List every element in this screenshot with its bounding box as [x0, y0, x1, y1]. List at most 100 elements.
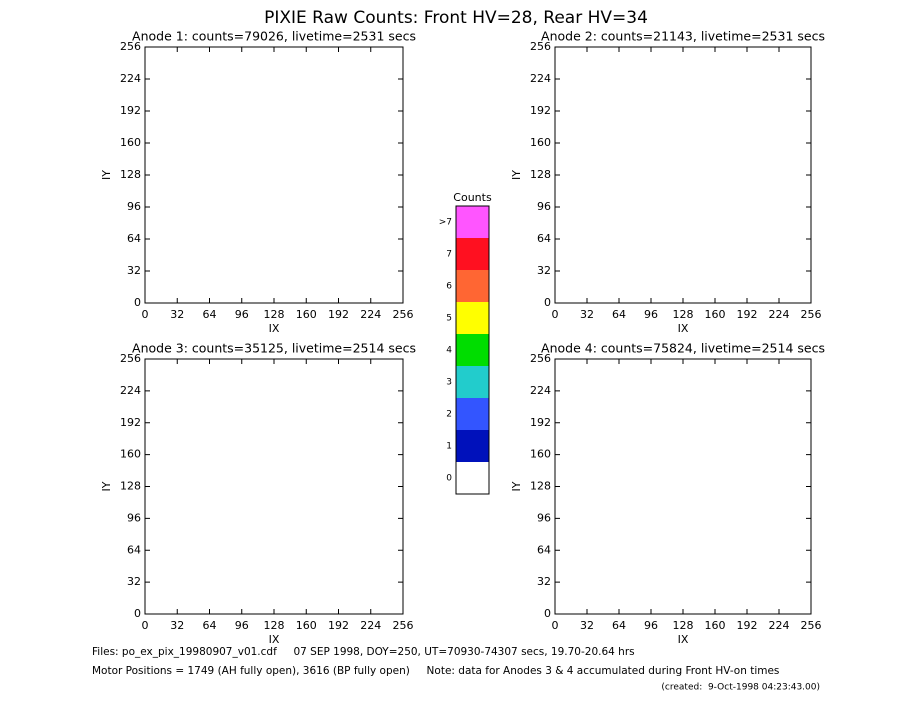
y-tick-label: 64 [127, 232, 141, 245]
x-tick-label: 128 [673, 308, 694, 321]
x-tick-label: 224 [360, 619, 381, 632]
colorbar-swatch [456, 462, 489, 494]
y-tick-label: 256 [120, 40, 141, 53]
y-tick-label: 160 [120, 448, 141, 461]
y-tick-label: 128 [120, 480, 141, 493]
colorbar-label: 3 [446, 378, 452, 388]
y-tick-label: 64 [537, 232, 551, 245]
x-tick-label: 256 [801, 308, 822, 321]
x-tick-label: 0 [552, 619, 559, 632]
colorbar-title: Counts [453, 191, 492, 204]
y-tick-label: 256 [530, 352, 551, 365]
colorbar-label: 2 [446, 410, 452, 420]
x-axis-label: IX [678, 633, 689, 646]
figure-title: PIXIE Raw Counts: Front HV=28, Rear HV=3… [264, 8, 648, 28]
created-note: (created: 9-Oct-1998 04:23:43.00) [661, 683, 820, 693]
plot-frame [554, 46, 812, 304]
colorbar-label: 4 [446, 346, 452, 356]
y-tick-label: 0 [544, 607, 551, 620]
x-axis-label: IX [678, 322, 689, 335]
panel-title: Anode 1: counts=79026, livetime=2531 sec… [132, 29, 416, 44]
panel-title: Anode 3: counts=35125, livetime=2514 sec… [132, 341, 416, 356]
x-tick-label: 256 [801, 619, 822, 632]
y-axis-label: IY [100, 481, 113, 491]
y-tick-label: 192 [530, 416, 551, 429]
x-tick-label: 0 [142, 308, 149, 321]
y-tick-label: 32 [127, 575, 141, 588]
plot-frame [554, 358, 812, 615]
x-tick-label: 256 [393, 308, 414, 321]
x-tick-label: 160 [705, 619, 726, 632]
y-tick-label: 96 [127, 511, 141, 524]
colorbar-label: 6 [446, 282, 452, 292]
x-tick-label: 192 [737, 308, 758, 321]
x-axis-label: IX [269, 633, 280, 646]
y-tick-label: 224 [120, 72, 141, 85]
y-tick-label: 224 [530, 384, 551, 397]
y-tick-label: 192 [120, 416, 141, 429]
x-tick-label: 224 [769, 619, 790, 632]
colorbar-label: 7 [446, 250, 452, 260]
colorbar-label: 5 [446, 314, 452, 324]
y-tick-label: 128 [530, 480, 551, 493]
x-tick-label: 32 [170, 619, 184, 632]
colorbar-swatch [456, 398, 489, 430]
colorbar-label: 0 [446, 474, 452, 484]
x-tick-label: 32 [580, 619, 594, 632]
colorbar-swatch [456, 206, 489, 238]
x-tick-label: 64 [612, 619, 626, 632]
y-tick-label: 0 [134, 607, 141, 620]
x-tick-label: 0 [552, 308, 559, 321]
panel-title: Anode 2: counts=21143, livetime=2531 sec… [541, 29, 825, 44]
files-note: Files: po_ex_pix_19980907_v01.cdf 07 SEP… [92, 646, 635, 658]
x-tick-label: 192 [328, 308, 349, 321]
x-tick-label: 96 [235, 308, 249, 321]
x-tick-label: 96 [644, 619, 658, 632]
y-tick-label: 128 [120, 168, 141, 181]
y-tick-label: 160 [530, 448, 551, 461]
x-tick-label: 128 [264, 619, 285, 632]
x-tick-label: 224 [360, 308, 381, 321]
x-tick-label: 160 [296, 308, 317, 321]
colorbar-label: >7 [439, 218, 452, 228]
panel-title: Anode 4: counts=75824, livetime=2514 sec… [541, 341, 825, 356]
y-tick-label: 224 [120, 384, 141, 397]
x-tick-label: 256 [393, 619, 414, 632]
y-axis-label: IY [510, 481, 523, 491]
colorbar-label: 1 [446, 442, 452, 452]
x-tick-label: 96 [235, 619, 249, 632]
y-tick-label: 192 [120, 104, 141, 117]
x-axis-label: IX [269, 322, 280, 335]
x-tick-label: 64 [203, 308, 217, 321]
x-tick-label: 96 [644, 308, 658, 321]
x-tick-label: 160 [705, 308, 726, 321]
y-tick-label: 192 [530, 104, 551, 117]
y-tick-label: 0 [544, 296, 551, 309]
colorbar-swatch [456, 270, 489, 302]
y-tick-label: 96 [537, 200, 551, 213]
plot-frame [144, 358, 404, 615]
y-tick-label: 160 [120, 136, 141, 149]
x-tick-label: 64 [612, 308, 626, 321]
x-tick-label: 128 [673, 619, 694, 632]
y-tick-label: 128 [530, 168, 551, 181]
x-tick-label: 160 [296, 619, 317, 632]
y-tick-label: 32 [537, 264, 551, 277]
x-tick-label: 192 [737, 619, 758, 632]
x-tick-label: 32 [170, 308, 184, 321]
colorbar-swatch [456, 302, 489, 334]
y-tick-label: 96 [127, 200, 141, 213]
y-tick-label: 256 [120, 352, 141, 365]
x-tick-label: 64 [203, 619, 217, 632]
x-tick-label: 0 [142, 619, 149, 632]
y-tick-label: 160 [530, 136, 551, 149]
y-tick-label: 96 [537, 511, 551, 524]
colorbar-swatch [456, 430, 489, 462]
y-tick-label: 64 [127, 543, 141, 556]
y-tick-label: 32 [127, 264, 141, 277]
x-tick-label: 32 [580, 308, 594, 321]
y-axis-label: IY [100, 170, 113, 180]
colorbar-frame [455, 205, 490, 495]
colorbar-swatch [456, 366, 489, 398]
